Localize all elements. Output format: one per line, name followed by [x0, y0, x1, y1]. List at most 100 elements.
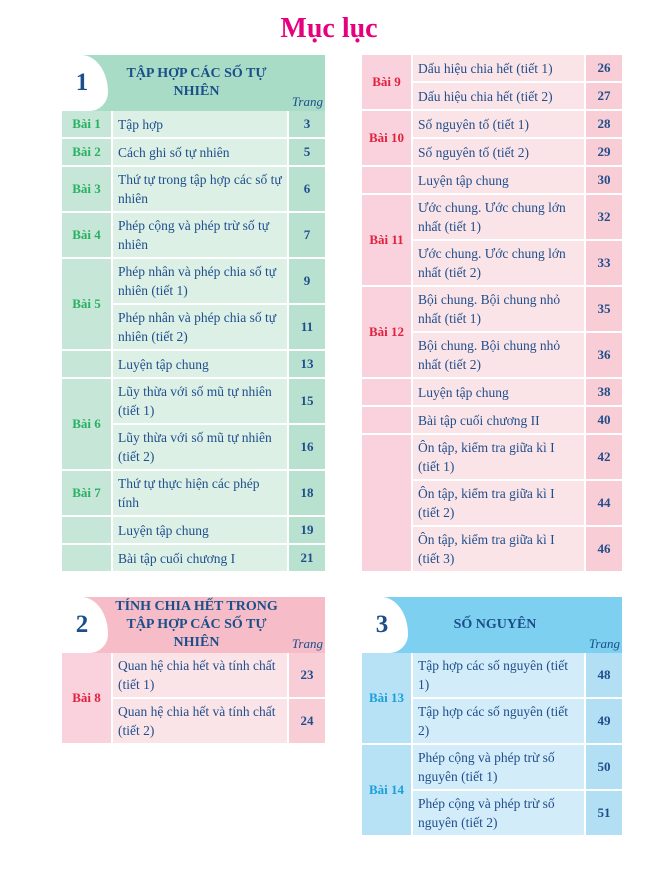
toc-entry-page[interactable]: 7 [289, 213, 325, 259]
chapter-header: 3 SỐ NGUYÊN Trang [356, 597, 622, 653]
toc-entry-title[interactable]: Ôn tập, kiểm tra giữa kì I (tiết 3) [413, 527, 586, 573]
lesson-label: Bài 10 [362, 111, 413, 167]
lesson-label: Bài 8 [62, 653, 113, 745]
toc-entry-page[interactable]: 51 [586, 791, 622, 837]
lesson-label: Bài 11 [362, 195, 413, 287]
lesson-group: Luyện tập chung 38 [362, 379, 622, 407]
toc-entry-page[interactable]: 3 [289, 111, 325, 139]
toc-entry-page[interactable]: 16 [289, 425, 325, 471]
toc-entry-page[interactable]: 44 [586, 481, 622, 527]
page-column-label: Trang [291, 636, 323, 651]
toc-entry-title[interactable]: Số nguyên tố (tiết 1) [413, 111, 586, 139]
toc-entry-title[interactable]: Bài tập cuối chương I [113, 545, 289, 573]
lesson-group: Bài 14 Phép cộng và phép trừ số nguyên (t… [362, 745, 622, 837]
chapter-2-cont-section: Bài 9 Dấu hiệu chia hết (tiết 1) 26 Dấu hiệ… [362, 55, 622, 573]
page-title: Mục lục [280, 13, 378, 44]
lesson-group: Bài 9 Dấu hiệu chia hết (tiết 1) 26 Dấu hiệ… [362, 55, 622, 111]
lesson-group: Luyện tập chung 30 [362, 167, 622, 195]
toc-entry-page[interactable]: 40 [586, 407, 622, 435]
toc-entry-page[interactable]: 9 [289, 259, 325, 305]
chapter-title: TÍNH CHIA HẾT TRONG TẬP HỢP CÁC SỐ TỰ NH… [115, 599, 278, 650]
toc-entry-page[interactable]: 27 [586, 83, 622, 111]
toc-entry-page[interactable]: 33 [586, 241, 622, 287]
toc-entry-page[interactable]: 36 [586, 333, 622, 379]
toc-entry-title[interactable]: Luyện tập chung [413, 379, 586, 407]
chapter-number: 3 [356, 597, 408, 653]
toc-entry-title[interactable]: Phép nhân và phép chia số tự nhiên (tiết… [113, 305, 289, 351]
toc-entry-page[interactable]: 26 [586, 55, 622, 83]
toc-entry-title[interactable]: Quan hệ chia hết và tính chất (tiết 2) [113, 699, 289, 745]
toc-entry-page[interactable]: 29 [586, 139, 622, 167]
toc-entry-page[interactable]: 15 [289, 379, 325, 425]
lesson-group: Bài 13 Tập hợp các số nguyên (tiết 1) 48 Tậ… [362, 653, 622, 745]
toc-entry-title[interactable]: Tập hợp các số nguyên (tiết 1) [413, 653, 586, 699]
toc-entry-title[interactable]: Tập hợp các số nguyên (tiết 2) [413, 699, 586, 745]
chapter-1-section: 1 TẬP HỢP CÁC SỐ TỰ NHIÊN Trang Bài 1 Tập hợ… [56, 55, 325, 573]
toc-entry-title[interactable]: Lũy thừa với số mũ tự nhiên (tiết 2) [113, 425, 289, 471]
toc-entry-title[interactable]: Phép cộng và phép trừ số nguyên (tiết 1) [413, 745, 586, 791]
toc-entry-title[interactable]: Ôn tập, kiểm tra giữa kì I (tiết 2) [413, 481, 586, 527]
toc-entry-page[interactable]: 32 [586, 195, 622, 241]
toc-entry-page[interactable]: 35 [586, 287, 622, 333]
lesson-group: Bài 11 Ước chung. Ước chung lớn nhất (tiế… [362, 195, 622, 287]
lesson-label [362, 435, 413, 573]
toc-entry-title[interactable]: Ước chung. Ước chung lớn nhất (tiết 1) [413, 195, 586, 241]
toc-entry-title[interactable]: Phép nhân và phép chia số tự nhiên (tiết… [113, 259, 289, 305]
toc-entry-title[interactable]: Bội chung. Bội chung nhỏ nhất (tiết 2) [413, 333, 586, 379]
toc-entry-page[interactable]: 42 [586, 435, 622, 481]
toc-entry-title[interactable]: Dấu hiệu chia hết (tiết 2) [413, 83, 586, 111]
toc-entry-title[interactable]: Dấu hiệu chia hết (tiết 1) [413, 55, 586, 83]
chapter-3-section: 3 SỐ NGUYÊN Trang Bài 13 Tập hợp các số nguy… [356, 597, 622, 837]
toc-entry-page[interactable]: 11 [289, 305, 325, 351]
lesson-group: Bài 5 Phép nhân và phép chia số tự nhiên … [62, 259, 325, 351]
toc-entry-title[interactable]: Luyện tập chung [113, 517, 289, 545]
lesson-label: Bài 14 [362, 745, 413, 837]
toc-entry-title[interactable]: Ước chung. Ước chung lớn nhất (tiết 2) [413, 241, 586, 287]
toc-entry-title[interactable]: Lũy thừa với số mũ tự nhiên (tiết 1) [113, 379, 289, 425]
toc-entry-page[interactable]: 5 [289, 139, 325, 167]
lesson-label [362, 379, 413, 407]
toc-entry-page[interactable]: 38 [586, 379, 622, 407]
lesson-group: Luyện tập chung 19 [62, 517, 325, 545]
toc-entry-title[interactable]: Quan hệ chia hết và tính chất (tiết 1) [113, 653, 289, 699]
toc-entry-page[interactable]: 23 [289, 653, 325, 699]
toc-entry-page[interactable]: 46 [586, 527, 622, 573]
toc-entry-page[interactable]: 6 [289, 167, 325, 213]
toc-entry-page[interactable]: 19 [289, 517, 325, 545]
chapter-number: 2 [56, 597, 108, 653]
toc-entry-page[interactable]: 49 [586, 699, 622, 745]
chapter-header: 1 TẬP HỢP CÁC SỐ TỰ NHIÊN Trang [56, 55, 325, 111]
chapter-title: TẬP HỢP CÁC SỐ TỰ NHIÊN [126, 66, 267, 99]
lesson-group: Bài tập cuối chương II 40 [362, 407, 622, 435]
toc-entry-title[interactable]: Phép cộng và phép trừ số nguyên (tiết 2) [413, 791, 586, 837]
chapter-2-section: 2 TÍNH CHIA HẾT TRONG TẬP HỢP CÁC SỐ TỰ N… [56, 597, 325, 745]
toc-entry-title[interactable]: Cách ghi số tự nhiên [113, 139, 289, 167]
toc-entry-title[interactable]: Bài tập cuối chương II [413, 407, 586, 435]
toc-entry-title[interactable]: Thứ tự thực hiện các phép tính [113, 471, 289, 517]
lesson-group: Bài 8 Quan hệ chia hết và tính chất (tiết… [62, 653, 325, 745]
lesson-group: Bài 12 Bội chung. Bội chung nhỏ nhất (tiế… [362, 287, 622, 379]
toc-entry-page[interactable]: 30 [586, 167, 622, 195]
toc-entry-title[interactable]: Phép cộng và phép trừ số tự nhiên [113, 213, 289, 259]
toc-entry-page[interactable]: 21 [289, 545, 325, 573]
toc-entry-page[interactable]: 48 [586, 653, 622, 699]
lesson-group: Luyện tập chung 13 [62, 351, 325, 379]
toc-entry-title[interactable]: Tập hợp [113, 111, 289, 139]
lesson-label [62, 517, 113, 545]
chapter-title: SỐ NGUYÊN [453, 617, 537, 632]
toc-entry-page[interactable]: 18 [289, 471, 325, 517]
toc-entry-title[interactable]: Bội chung. Bội chung nhỏ nhất (tiết 1) [413, 287, 586, 333]
toc-entry-page[interactable]: 24 [289, 699, 325, 745]
toc-entry-title[interactable]: Luyện tập chung [413, 167, 586, 195]
toc-entry-page[interactable]: 50 [586, 745, 622, 791]
lesson-label: Bài 4 [62, 213, 113, 259]
toc-entry-title[interactable]: Luyện tập chung [113, 351, 289, 379]
lesson-group: Bài 6 Lũy thừa với số mũ tự nhiên (tiết 1… [62, 379, 325, 471]
toc-entry-page[interactable]: 13 [289, 351, 325, 379]
toc-entry-page[interactable]: 28 [586, 111, 622, 139]
lesson-label: Bài 3 [62, 167, 113, 213]
toc-entry-title[interactable]: Ôn tập, kiểm tra giữa kì I (tiết 1) [413, 435, 586, 481]
toc-entry-title[interactable]: Số nguyên tố (tiết 2) [413, 139, 586, 167]
toc-entry-title[interactable]: Thứ tự trong tập hợp các số tự nhiên [113, 167, 289, 213]
